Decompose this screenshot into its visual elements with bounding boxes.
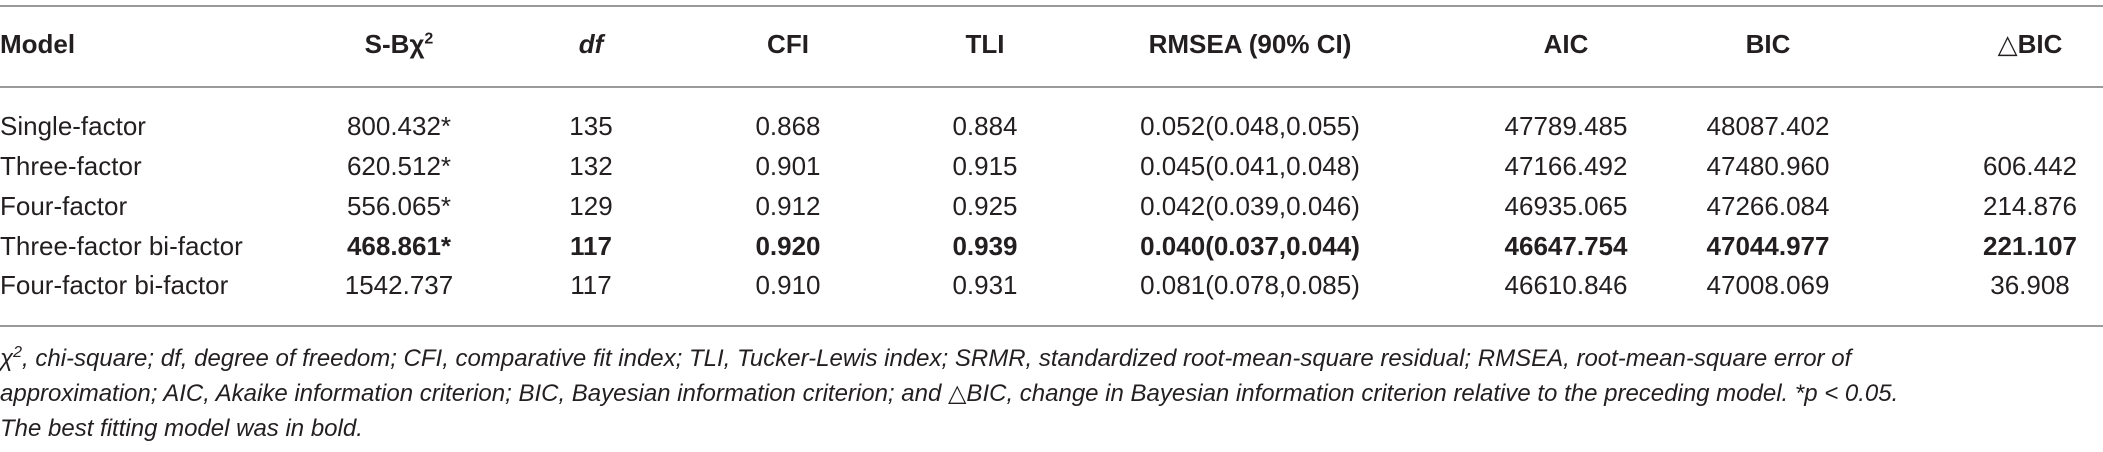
cell-df: 117 xyxy=(570,270,612,300)
cell-tli: 0.931 xyxy=(952,270,1018,300)
table-row: Four-factor 556.065* 129 0.912 0.925 0.0… xyxy=(0,187,2103,225)
cell-model: Single-factor xyxy=(0,111,146,141)
cell-rmsea: 0.052(0.048,0.055) xyxy=(1140,111,1360,141)
table-top-rule xyxy=(0,5,2103,7)
cell-delta-bic xyxy=(1940,107,2103,145)
footnote-line-1: χ2, chi-square; df, degree of freedom; C… xyxy=(0,341,2090,376)
cell-sb-chi-square: 556.065* xyxy=(346,191,452,221)
cell-bic: 47008.069 xyxy=(1706,270,1830,300)
cell-model: Three-factor xyxy=(0,151,142,181)
cell-tli: 0.915 xyxy=(952,151,1018,181)
header-rmsea: RMSEA (90% CI) xyxy=(1148,29,1352,59)
cell-aic: 46935.065 xyxy=(1504,191,1628,221)
cell-cfi: 0.910 xyxy=(755,270,821,300)
cell-df: 132 xyxy=(569,151,613,181)
cell-aic: 46647.754 xyxy=(1504,231,1628,261)
footnote-line-1-text: , chi-square; df, degree of freedom; CFI… xyxy=(22,345,1852,372)
cell-rmsea: 0.040(0.037,0.044) xyxy=(1140,231,1360,261)
cell-aic: 46610.846 xyxy=(1504,270,1628,300)
cell-bic: 48087.402 xyxy=(1706,111,1830,141)
cell-delta-bic: 606.442 xyxy=(1983,151,2077,181)
header-bic: BIC xyxy=(1745,29,1791,59)
cell-df: 135 xyxy=(569,111,613,141)
cell-model: Four-factor bi-factor xyxy=(0,270,229,300)
cell-cfi: 0.920 xyxy=(755,231,821,261)
cell-delta-bic: 221.107 xyxy=(1983,231,2077,261)
cell-delta-bic: 214.876 xyxy=(1983,191,2077,221)
cell-cfi: 0.901 xyxy=(755,151,821,181)
cell-sb-chi-square: 620.512* xyxy=(346,151,452,181)
header-cfi: CFI xyxy=(767,29,809,59)
cell-rmsea: 0.045(0.041,0.048) xyxy=(1140,151,1360,181)
cell-df: 129 xyxy=(569,191,613,221)
table-header-rule xyxy=(0,86,2103,88)
cell-bic: 47480.960 xyxy=(1706,151,1830,181)
cell-cfi: 0.912 xyxy=(755,191,821,221)
cell-tli: 0.884 xyxy=(952,111,1018,141)
table-footnote: χ2, chi-square; df, degree of freedom; C… xyxy=(0,341,2090,446)
header-delta-bic: △BIC xyxy=(1997,29,2063,59)
table-row: Single-factor 800.432* 135 0.868 0.884 0… xyxy=(0,107,2103,145)
cell-df: 117 xyxy=(570,231,612,261)
cell-aic: 47166.492 xyxy=(1504,151,1628,181)
footnote-chi-sup: 2 xyxy=(13,344,23,361)
cell-sb-chi-square: 1542.737 xyxy=(344,270,454,300)
cell-tli: 0.939 xyxy=(952,231,1018,261)
footnote-line-2: approximation; AIC, Akaike information c… xyxy=(0,380,1899,407)
header-aic: AIC xyxy=(1543,29,1589,59)
cell-model: Three-factor bi-factor xyxy=(0,231,243,261)
cell-model: Four-factor xyxy=(0,191,128,221)
header-df: df xyxy=(578,29,604,59)
table-row: Three-factor 620.512* 132 0.901 0.915 0.… xyxy=(0,147,2103,185)
table-row-best-fit: Three-factor bi-factor 468.861* 117 0.92… xyxy=(0,227,2103,265)
cell-rmsea: 0.042(0.039,0.046) xyxy=(1140,191,1360,221)
table-row: Four-factor bi-factor 1542.737 117 0.910… xyxy=(0,266,2103,304)
footnote-line-3: The best fitting model was in bold. xyxy=(0,415,363,442)
cell-tli: 0.925 xyxy=(952,191,1018,221)
cell-sb-chi-square: 468.861* xyxy=(346,231,452,261)
header-model: Model xyxy=(0,29,76,59)
cell-bic: 47266.084 xyxy=(1706,191,1830,221)
cell-bic: 47044.977 xyxy=(1706,231,1830,261)
cell-cfi: 0.868 xyxy=(755,111,821,141)
cell-delta-bic: 36.908 xyxy=(1990,270,2070,300)
footnote-chi-symbol: χ xyxy=(0,345,14,372)
table-bottom-rule xyxy=(0,325,2103,327)
header-tli: TLI xyxy=(965,29,1005,59)
cell-aic: 47789.485 xyxy=(1504,111,1628,141)
cell-rmsea: 0.081(0.078,0.085) xyxy=(1140,270,1360,300)
header-sb-chi-square: S-Bχ2 xyxy=(364,29,434,59)
cell-sb-chi-square: 800.432* xyxy=(346,111,452,141)
table-header-row: Model S-Bχ2 df CFI TLI RMSEA (90% CI) AI… xyxy=(0,25,2103,63)
